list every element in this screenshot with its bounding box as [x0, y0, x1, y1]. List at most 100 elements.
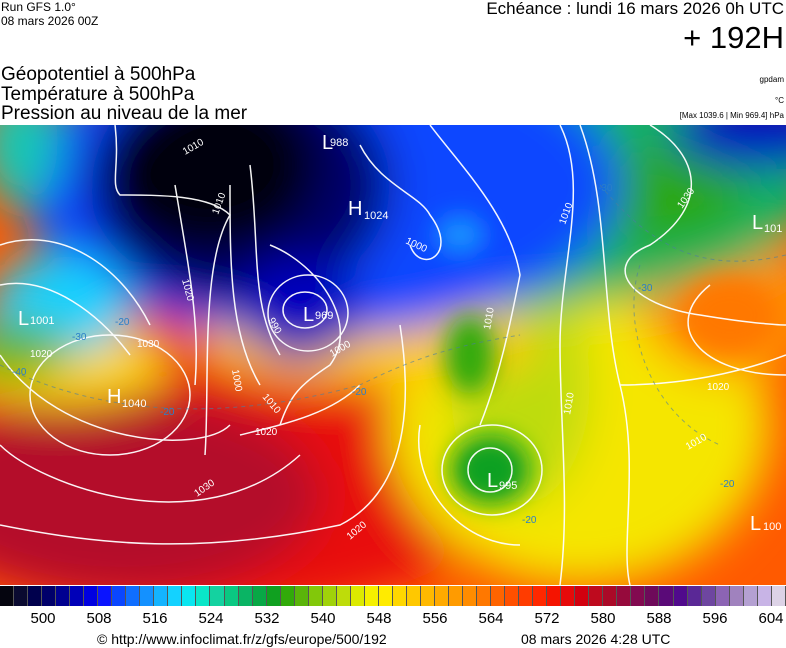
unit-temperature: °C	[775, 96, 784, 105]
color-swatch	[645, 586, 660, 606]
low-center: L	[322, 132, 333, 154]
isotherm-label: -20	[522, 515, 537, 526]
high-center: H	[348, 198, 362, 220]
color-swatch	[224, 586, 239, 606]
color-swatch	[757, 586, 772, 606]
color-swatch	[743, 586, 758, 606]
color-swatch	[154, 586, 169, 606]
color-swatch	[56, 586, 71, 606]
forecast-valid-time: Echéance : lundi 16 mars 2026 0h UTC	[486, 0, 784, 18]
isobar-label: 1010	[482, 306, 497, 330]
color-swatch	[631, 586, 646, 606]
layer-geopotential: Géopotentiel à 500hPa	[1, 64, 196, 85]
low-value: 995	[499, 480, 517, 492]
color-swatch	[771, 586, 786, 606]
color-swatch	[701, 586, 716, 606]
color-swatch	[98, 586, 113, 606]
run-date: 08 mars 2026 00Z	[1, 14, 99, 28]
source-url[interactable]: © http://www.infoclimat.fr/z/gfs/europe/…	[97, 631, 387, 647]
color-swatch	[126, 586, 141, 606]
color-swatch	[196, 586, 211, 606]
isotherm-label: -30	[72, 332, 87, 343]
color-scale-tick: 604	[758, 610, 784, 627]
color-swatch	[449, 586, 464, 606]
color-scale-tick: 532	[254, 610, 280, 627]
color-scale-tick: 580	[590, 610, 616, 627]
high-value: 1040	[122, 398, 146, 410]
color-swatch	[308, 586, 323, 606]
isotherm-labels: -40 -20 -30 -20 -20 -30 -30 -20 -20	[12, 183, 735, 526]
isotherm-label: -20	[720, 479, 735, 490]
color-swatch	[336, 586, 351, 606]
color-swatch	[322, 586, 337, 606]
low-center: L	[303, 304, 314, 326]
color-swatch	[280, 586, 295, 606]
generated-time: 08 mars 2026 4:28 UTC	[521, 631, 671, 647]
color-swatch	[294, 586, 309, 606]
lead-time: + 192H	[683, 20, 784, 55]
low-center: L	[752, 212, 763, 234]
color-swatch	[378, 586, 393, 606]
run-label: Run GFS 1.0°	[1, 0, 76, 14]
color-swatch	[533, 586, 548, 606]
color-scale-tick: 572	[534, 610, 560, 627]
low-center: L	[750, 513, 761, 535]
color-swatch	[491, 586, 506, 606]
color-swatch	[463, 586, 478, 606]
color-swatch	[14, 586, 29, 606]
isotherm-label: -20	[352, 387, 367, 398]
color-swatch	[252, 586, 267, 606]
color-swatch	[519, 586, 534, 606]
color-swatch	[182, 586, 197, 606]
color-swatch	[0, 586, 15, 606]
low-value: 100	[763, 521, 781, 533]
unit-geopotential: gpdam	[759, 75, 784, 84]
color-scale-tick: 564	[478, 610, 504, 627]
isotherm-label: -20	[160, 407, 175, 418]
low-center: L	[487, 470, 498, 492]
color-swatch	[28, 586, 43, 606]
isobar-label: 1010	[562, 391, 577, 415]
color-scale-tick: 556	[422, 610, 448, 627]
color-swatch	[42, 586, 57, 606]
high-center: H	[107, 386, 121, 408]
color-swatch	[210, 586, 225, 606]
isotherm-label: -40	[12, 367, 27, 378]
color-swatch	[715, 586, 730, 606]
isobars	[0, 125, 786, 585]
color-swatch	[477, 586, 492, 606]
color-swatch	[84, 586, 99, 606]
color-scale-bar	[0, 586, 786, 606]
isobar-label: 1000	[229, 369, 244, 393]
color-scale-tick: 524	[198, 610, 224, 627]
low-center: L	[18, 308, 29, 330]
color-swatch	[434, 586, 449, 606]
color-scale-tick: 500	[30, 610, 56, 627]
isotherm-label: -30	[598, 183, 613, 194]
color-swatch	[687, 586, 702, 606]
high-value: 1024	[364, 210, 388, 222]
color-swatch	[729, 586, 744, 606]
color-swatch	[168, 586, 183, 606]
color-swatch	[659, 586, 674, 606]
color-swatch	[364, 586, 379, 606]
isobar-label: 1030	[137, 339, 160, 350]
color-swatch	[617, 586, 632, 606]
unit-pressure-range: [Max 1039.6 | Min 969.4] hPa	[679, 111, 784, 120]
isotherms	[0, 184, 786, 446]
color-swatch	[112, 586, 127, 606]
color-swatch	[575, 586, 590, 606]
color-swatch	[505, 586, 520, 606]
color-swatch	[561, 586, 576, 606]
low-value: 101	[764, 223, 782, 235]
color-swatch	[589, 586, 604, 606]
color-swatch	[70, 586, 85, 606]
color-scale-tick: 516	[142, 610, 168, 627]
layer-pressure: Pression au niveau de la mer	[1, 103, 248, 124]
layer-temperature: Température à 500hPa	[1, 84, 195, 105]
low-value: 969	[315, 310, 333, 322]
geopotential-field	[0, 125, 786, 585]
